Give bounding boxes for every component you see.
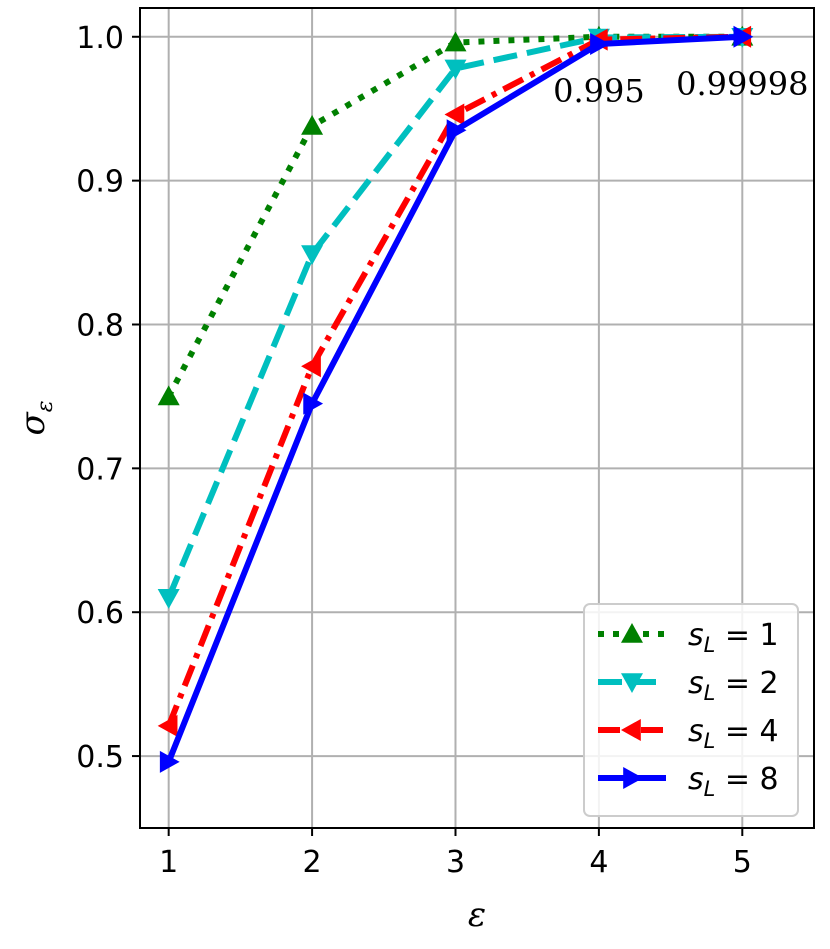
legend-label: sL = 8 — [688, 762, 779, 801]
legend-marker — [621, 623, 643, 643]
x-axis-label: ε — [468, 895, 486, 935]
y-tick-label: 0.5 — [76, 740, 124, 775]
x-tick-label: 5 — [733, 845, 752, 880]
data-point — [444, 103, 465, 126]
data-point — [733, 25, 754, 48]
annotations: 0.995 0.99998 — [553, 65, 808, 110]
legend-marker — [621, 719, 641, 741]
legend-label: sL = 4 — [688, 714, 779, 753]
y-axis-label: σε — [13, 400, 58, 435]
series-4 — [159, 25, 754, 773]
plot-frame — [139, 7, 815, 829]
data-point — [590, 32, 610, 55]
data-point — [446, 119, 467, 142]
x-tick-label: 4 — [589, 845, 608, 880]
data-point — [444, 59, 467, 80]
data-point — [301, 355, 321, 378]
x-tick-label: 2 — [303, 845, 322, 880]
series-line — [165, 33, 743, 599]
legend-marker — [623, 767, 643, 789]
data-annotation: 0.995 — [553, 72, 645, 110]
y-tick-label: 0.7 — [76, 452, 124, 487]
data-point — [301, 245, 324, 265]
legend-marker — [621, 673, 643, 693]
data-point — [159, 750, 180, 773]
y-tick-label: 0.8 — [76, 308, 124, 343]
y-tick-label: 0.9 — [76, 165, 124, 200]
data-point — [157, 385, 180, 406]
x-tick-label: 3 — [446, 845, 465, 880]
data-point — [444, 31, 467, 52]
grid — [140, 8, 814, 828]
data-point — [301, 114, 324, 135]
series-lines — [157, 25, 754, 773]
data-point — [157, 714, 178, 737]
data-point — [303, 392, 324, 415]
y-axis-label-subscript: ε — [33, 400, 58, 412]
data-point — [157, 589, 180, 609]
y-axis-label-main: σ — [13, 412, 53, 436]
legend-box — [583, 603, 799, 817]
data-annotation: 0.99998 — [676, 65, 808, 103]
y-tick-label: 1.0 — [76, 21, 124, 56]
legend-label: sL = 1 — [688, 618, 779, 657]
x-tick-label: 1 — [159, 845, 178, 880]
axis-ticks: 1 2 3 4 5 0.5 0.6 0.7 0.8 0.9 1.0 — [76, 21, 752, 880]
legend: sL = 1 sL = 2 sL = 4 sL = 8 — [583, 603, 799, 817]
legend-label: sL = 2 — [688, 666, 779, 705]
y-tick-label: 0.6 — [76, 596, 124, 631]
